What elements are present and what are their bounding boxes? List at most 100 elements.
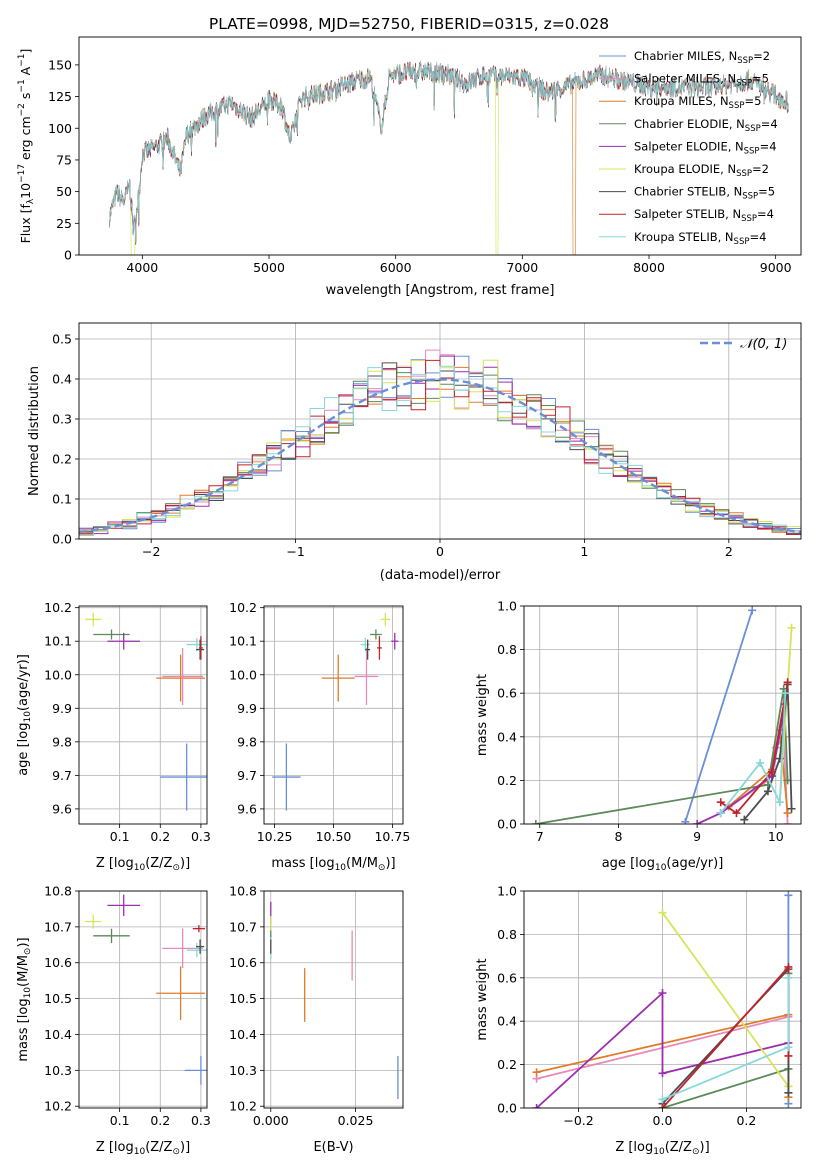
mass-weight-marker-salpeter-stelib bbox=[716, 798, 725, 807]
grid bbox=[79, 606, 207, 824]
y-axis-label-part: −1 bbox=[17, 54, 27, 67]
mass-weight-line-salpeter-stelib bbox=[661, 964, 790, 1108]
grid bbox=[264, 606, 403, 824]
axes-frame bbox=[263, 890, 404, 1109]
mass-weight-marker-chabrier-stelib bbox=[740, 815, 749, 824]
mass-vs-metallicity-panel: 0.1 0.2 0.3 10.2 10.3 10.4 10.5 10.6 10.7 10.8 Z [… bbox=[16, 884, 211, 1158]
x-tick-label: 0.3 bbox=[191, 829, 211, 844]
x-axis-label-part: )] bbox=[180, 856, 190, 871]
x-tick-label: 1 bbox=[580, 544, 588, 559]
y-axis-label-part: −1 bbox=[17, 79, 27, 92]
legend-label-chabrier-stelib-part: =5 bbox=[758, 185, 775, 199]
mass-weight-marker-kroupa-miles bbox=[783, 809, 792, 818]
x-axis-label-part: 10 bbox=[134, 1147, 146, 1157]
x-axis-label-part: ⊙ bbox=[172, 1147, 180, 1157]
y-axis-label: Flux [fλ10−17 erg cm−2 s−1 A−1] bbox=[17, 49, 36, 244]
legend-label-salpeter-stelib-part: Salpeter STELIB, N bbox=[634, 207, 741, 221]
legend-label-kroupa-stelib-part: SSP bbox=[734, 237, 750, 247]
plot-area bbox=[85, 612, 207, 811]
mass-weight-marker-chabrier-stelib bbox=[787, 804, 796, 813]
x-tick-label: 8000 bbox=[633, 260, 665, 275]
y-tick-label: 0.2 bbox=[497, 773, 517, 788]
y-tick-label: 0.5 bbox=[52, 332, 72, 347]
mass-weight-line-salpeter-stelib bbox=[720, 682, 789, 815]
x-tick-label: 0.000 bbox=[253, 1113, 289, 1128]
y-axis-label-part: (age/yr)] bbox=[16, 654, 31, 711]
y-tick-label: 10.4 bbox=[44, 1027, 72, 1042]
mass-weight-marker-chabrier-stelib bbox=[763, 787, 772, 796]
y-tick-label: 0 bbox=[64, 248, 72, 263]
x-tick-label: 6000 bbox=[380, 260, 412, 275]
y-axis-label-part: (M/M bbox=[16, 955, 31, 987]
y-tick-label: 10.2 bbox=[229, 600, 257, 615]
x-axis-label-part: Z [log bbox=[96, 1140, 134, 1155]
y-tick-label: 10.8 bbox=[44, 884, 72, 899]
legend-label-kroupa-stelib-part: Kroupa STELIB, N bbox=[634, 230, 734, 244]
mass-weight-marker-kroupa-elodie bbox=[787, 623, 796, 632]
axes-frame bbox=[263, 605, 404, 825]
y-axis-label-part: 10 bbox=[23, 711, 33, 723]
plot-area bbox=[272, 612, 399, 811]
y-tick-label: 10.2 bbox=[44, 1099, 72, 1114]
y-axis-label-part: Flux [f bbox=[18, 204, 33, 244]
normal-pdf-curve bbox=[79, 378, 801, 534]
x-axis-label: age [log10(age/yr)] bbox=[602, 856, 724, 873]
mass-weight-line-kroupa-stelib bbox=[719, 693, 787, 814]
x-axis-label-part: age [log bbox=[602, 856, 655, 871]
mass-weight-marker-salpeter-elodie bbox=[532, 1104, 541, 1108]
y-tick-label: 10.5 bbox=[44, 991, 72, 1006]
grid bbox=[524, 605, 801, 825]
legend-label-kroupa-elodie-part: =2 bbox=[752, 162, 769, 176]
legend-label-salpeter-miles-part: SSP bbox=[736, 79, 752, 89]
mass-weight-line-kroupa-elodie bbox=[661, 912, 790, 1087]
mass-weight-marker-salpeter-elodie bbox=[658, 1069, 667, 1078]
y-tick-label: 0.2 bbox=[497, 1057, 517, 1072]
mass-weight-marker-salpeter-stelib bbox=[767, 767, 776, 776]
mass-weight-marker-kroupa-miles bbox=[532, 1068, 541, 1077]
y-tick-label: 150 bbox=[48, 57, 72, 72]
y-tick-label: 9.9 bbox=[52, 701, 72, 716]
y-tick-label: 75 bbox=[56, 152, 72, 167]
x-axis-label: (data-model)/error bbox=[380, 568, 501, 583]
y-tick-label: 9.6 bbox=[237, 801, 257, 816]
legend-label-salpeter-miles-part: Salpeter MILES, N bbox=[634, 72, 736, 86]
legend-label-chabrier-elodie-part: SSP bbox=[745, 124, 761, 134]
y-tick-label: 9.8 bbox=[237, 734, 257, 749]
y-axis-label-part: A bbox=[18, 66, 33, 79]
legend-label-normal: 𝒩(0, 1) bbox=[740, 337, 787, 352]
mass-weight-marker-kroupa-stelib bbox=[775, 798, 784, 807]
mass-weight-marker-kroupa-stelib bbox=[781, 689, 790, 698]
legend-label-salpeter-stelib-part: SSP bbox=[741, 214, 757, 224]
y-tick-label: 0.0 bbox=[497, 1101, 517, 1116]
x-axis-label-part: ⊙ bbox=[692, 1147, 700, 1157]
mass-weight-marker-kroupa-stelib bbox=[784, 973, 793, 982]
x-axis-label: Z [log10(Z/Z⊙)] bbox=[615, 1140, 709, 1157]
x-tick-label: 10.50 bbox=[316, 829, 352, 844]
mass-weight-line-salpeter-elodie bbox=[696, 703, 787, 824]
x-tick-label: 10 bbox=[768, 829, 784, 844]
legend-label-salpeter-elodie: Salpeter ELODIE, NSSP=4 bbox=[634, 139, 777, 156]
y-tick-label: 10.6 bbox=[229, 955, 257, 970]
x-tick-label: 8 bbox=[614, 829, 622, 844]
x-tick-label: 0.2 bbox=[736, 1113, 756, 1128]
x-tick-label: 10.25 bbox=[257, 829, 293, 844]
y-tick-label: 1.0 bbox=[497, 884, 517, 899]
x-tick-label: −0.2 bbox=[563, 1113, 593, 1128]
legend-label-chabrier-miles-part: Chabrier MILES, N bbox=[634, 49, 737, 63]
x-tick-label: 0 bbox=[436, 544, 444, 559]
x-tick-label: 0.3 bbox=[191, 1113, 211, 1128]
legend-label-chabrier-elodie: Chabrier ELODIE, NSSP=4 bbox=[634, 117, 778, 134]
mass-weight-marker-kroupa-elodie bbox=[658, 908, 667, 917]
y-tick-label: 0.8 bbox=[497, 927, 517, 942]
x-axis-label: Z [log10(Z/Z⊙)] bbox=[96, 856, 190, 873]
y-tick-label: 10.3 bbox=[229, 1063, 257, 1078]
age-vs-mass-panel: 10.25 10.50 10.75 9.6 9.7 9.8 9.9 10.0 10.1 10.2 m… bbox=[229, 600, 410, 873]
y-axis-label: age [log10(age/yr)] bbox=[16, 654, 33, 776]
legend-label-kroupa-elodie-part: Kroupa ELODIE, N bbox=[634, 162, 736, 176]
y-tick-label: 0.4 bbox=[52, 372, 72, 387]
y-tick-label: 1.0 bbox=[497, 599, 517, 614]
y-tick-label: 0.6 bbox=[497, 686, 517, 701]
mass-weight-marker-chabrier-miles bbox=[681, 817, 690, 824]
y-tick-label: 0.0 bbox=[52, 532, 72, 547]
plot-area bbox=[532, 891, 793, 1108]
